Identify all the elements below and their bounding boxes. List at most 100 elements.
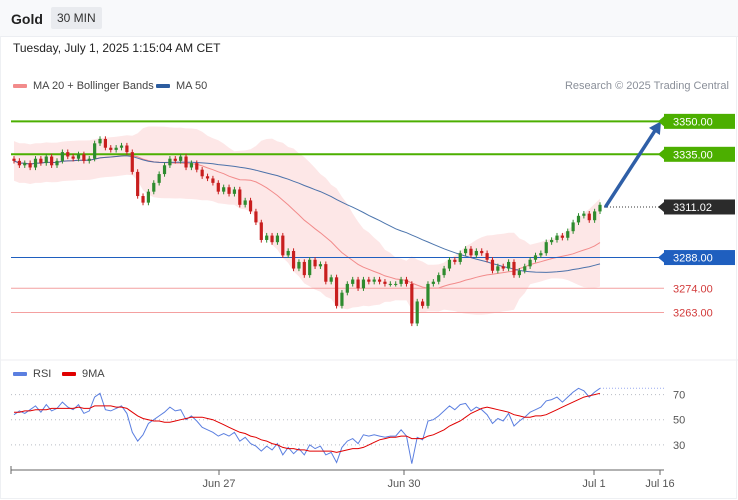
- current-price-label-pointer: [658, 201, 664, 212]
- candle-body: [388, 283, 392, 285]
- candle-body: [377, 279, 382, 282]
- candle-body: [496, 266, 500, 271]
- legend-swatch-9ma: [62, 372, 76, 376]
- candle-body: [302, 261, 306, 276]
- candle-body: [87, 158, 91, 161]
- candle-body: [162, 165, 167, 175]
- candle-body: [281, 235, 285, 256]
- candle-body: [297, 261, 301, 269]
- candle-body: [238, 189, 242, 205]
- candle-body: [136, 171, 140, 197]
- level-label-3288.00-bg: [664, 250, 735, 266]
- candle-body: [125, 145, 129, 153]
- legend-swatch-ma50: [156, 84, 170, 88]
- candles: [12, 136, 602, 327]
- candle-body: [109, 147, 113, 150]
- level-label-3263.00: 3263.00: [673, 307, 713, 319]
- candle-body: [50, 156, 54, 166]
- candle-body: [480, 250, 484, 254]
- rsi-tick-70: 70: [673, 390, 685, 402]
- rsi-tick-30: 30: [673, 440, 685, 452]
- candle-body: [66, 152, 70, 157]
- rsi-9ma-line: [14, 392, 601, 453]
- candle-body: [523, 266, 527, 271]
- candle-body: [469, 248, 473, 256]
- candle-body: [447, 259, 452, 269]
- candle-body: [71, 156, 75, 159]
- candle-body: [243, 200, 247, 205]
- candle-body: [227, 187, 231, 194]
- candle-body: [593, 211, 597, 221]
- candle-body: [587, 213, 591, 221]
- candle-body: [334, 277, 339, 306]
- legend-label-9ma: 9MA: [82, 368, 105, 380]
- candle-body: [517, 270, 521, 276]
- candle-body: [426, 283, 430, 306]
- legend-swatch-rsi: [13, 372, 27, 376]
- chart-header-bar: Gold 30 MIN: [0, 0, 738, 37]
- candle-body: [566, 231, 570, 238]
- research-credit: Research © 2025 Trading Central: [564, 80, 729, 92]
- candle-body: [211, 178, 215, 183]
- candle-body: [507, 261, 511, 269]
- candle-body: [28, 163, 32, 168]
- level-label-3335.00-pointer: [658, 149, 664, 160]
- candle-body: [453, 259, 457, 262]
- candle-body: [533, 255, 538, 260]
- candle-body: [431, 281, 435, 284]
- chart-datetime: Tuesday, July 1, 2025 1:15:04 AM CET: [13, 41, 221, 55]
- candle-body: [168, 158, 172, 166]
- legend-9ma: 9MA: [62, 368, 105, 380]
- legend-ma50: MA 50: [156, 80, 207, 92]
- candle-body: [184, 156, 188, 168]
- candle-body: [372, 279, 376, 282]
- candle-body: [119, 145, 124, 148]
- candle-body: [248, 200, 253, 212]
- candle-body: [23, 163, 27, 166]
- candle-body: [490, 259, 495, 271]
- candle-body: [329, 277, 333, 282]
- candle-body: [442, 268, 446, 276]
- candle-body: [173, 158, 177, 161]
- candle-body: [275, 235, 280, 243]
- level-label-3274.00: 3274.00: [673, 283, 713, 295]
- timeframe-button[interactable]: 30 MIN: [51, 7, 102, 29]
- legend-label-ma50: MA 50: [176, 80, 208, 92]
- candle-body: [291, 250, 296, 269]
- candle-body: [141, 196, 145, 203]
- level-label-3350.00-pointer: [658, 116, 664, 127]
- candle-body: [356, 279, 360, 289]
- candle-body: [539, 253, 543, 256]
- level-label-3350.00: 3350.00: [673, 116, 713, 128]
- candle-body: [232, 189, 237, 194]
- candle-body: [82, 154, 86, 161]
- current-price-label-bg: [664, 199, 735, 215]
- target-arrow-head: [649, 121, 661, 135]
- candle-body: [474, 250, 478, 256]
- candle-body: [318, 264, 323, 267]
- candle-body: [259, 222, 263, 240]
- level-label-3335.00: 3335.00: [673, 149, 713, 161]
- candle-body: [410, 283, 414, 324]
- candle-body: [394, 283, 398, 285]
- candle-body: [415, 301, 419, 324]
- candle-body: [103, 138, 107, 148]
- candle-body: [200, 169, 204, 177]
- candle-body: [222, 187, 226, 192]
- candle-body: [76, 154, 81, 159]
- candle-body: [458, 253, 462, 262]
- candle-body: [93, 143, 97, 159]
- candle-body: [12, 158, 16, 161]
- legend-rsi: RSI: [13, 368, 51, 380]
- candle-body: [550, 239, 554, 243]
- candle-body: [60, 152, 64, 161]
- candle-body: [55, 160, 59, 166]
- level-label-3288.00: 3288.00: [673, 253, 713, 265]
- current-price-label: 3311.02: [673, 202, 712, 214]
- candle-body: [399, 279, 403, 284]
- candle-body: [345, 283, 349, 293]
- candle-body: [512, 261, 516, 276]
- legend-label-rsi: RSI: [33, 368, 52, 380]
- candle-body: [114, 147, 118, 150]
